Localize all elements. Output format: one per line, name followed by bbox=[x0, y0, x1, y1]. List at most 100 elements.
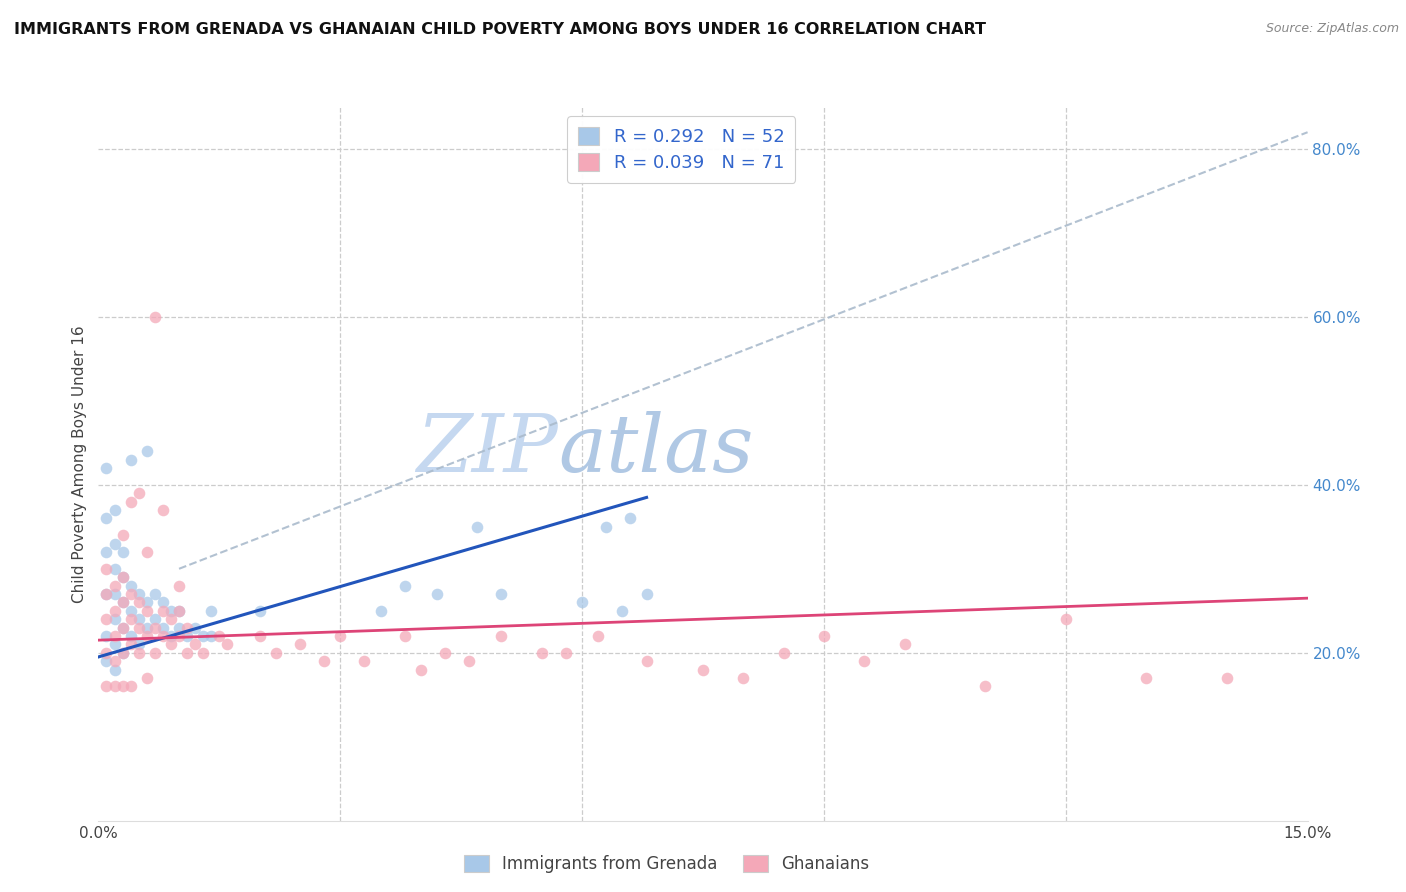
Point bbox=[167, 604, 190, 618]
Point bbox=[176, 629, 198, 643]
Text: Source: ZipAtlas.com: Source: ZipAtlas.com bbox=[1265, 22, 1399, 36]
Point bbox=[152, 595, 174, 609]
Point bbox=[96, 587, 118, 601]
Point bbox=[160, 612, 183, 626]
Point bbox=[249, 629, 271, 643]
Point bbox=[288, 637, 311, 651]
Point bbox=[120, 679, 142, 693]
Point bbox=[1135, 671, 1157, 685]
Point bbox=[612, 604, 634, 618]
Point bbox=[111, 570, 134, 584]
Point bbox=[184, 637, 207, 651]
Point bbox=[103, 654, 125, 668]
Point bbox=[103, 629, 125, 643]
Point bbox=[176, 646, 198, 660]
Point bbox=[128, 612, 150, 626]
Point bbox=[96, 654, 118, 668]
Point bbox=[135, 444, 157, 458]
Point bbox=[111, 570, 134, 584]
Point bbox=[152, 621, 174, 635]
Point bbox=[111, 528, 134, 542]
Point bbox=[111, 621, 134, 635]
Point bbox=[135, 671, 157, 685]
Point bbox=[135, 545, 157, 559]
Point bbox=[193, 629, 215, 643]
Point bbox=[167, 604, 190, 618]
Point bbox=[111, 595, 134, 609]
Point bbox=[264, 646, 287, 660]
Point bbox=[128, 595, 150, 609]
Point bbox=[103, 587, 125, 601]
Text: atlas: atlas bbox=[558, 411, 754, 488]
Point bbox=[733, 671, 755, 685]
Point bbox=[160, 629, 183, 643]
Point bbox=[128, 587, 150, 601]
Point bbox=[491, 587, 513, 601]
Point bbox=[128, 486, 150, 500]
Point bbox=[152, 503, 174, 517]
Point bbox=[434, 646, 457, 660]
Point bbox=[128, 637, 150, 651]
Point bbox=[692, 663, 714, 677]
Point bbox=[200, 629, 222, 643]
Point bbox=[586, 629, 609, 643]
Point bbox=[974, 679, 997, 693]
Point bbox=[143, 612, 166, 626]
Point bbox=[103, 663, 125, 677]
Point bbox=[152, 604, 174, 618]
Point bbox=[96, 629, 118, 643]
Point bbox=[96, 646, 118, 660]
Point bbox=[426, 587, 449, 601]
Point bbox=[96, 545, 118, 559]
Point bbox=[160, 604, 183, 618]
Point bbox=[184, 621, 207, 635]
Point bbox=[571, 595, 593, 609]
Point bbox=[143, 621, 166, 635]
Point bbox=[853, 654, 876, 668]
Point bbox=[111, 646, 134, 660]
Point bbox=[128, 646, 150, 660]
Point bbox=[176, 621, 198, 635]
Point bbox=[103, 562, 125, 576]
Text: ZIP: ZIP bbox=[416, 411, 558, 488]
Point bbox=[120, 494, 142, 508]
Point bbox=[409, 663, 432, 677]
Point bbox=[636, 587, 658, 601]
Point bbox=[120, 604, 142, 618]
Point bbox=[314, 654, 336, 668]
Point bbox=[193, 646, 215, 660]
Point bbox=[555, 646, 578, 660]
Point bbox=[167, 629, 190, 643]
Point bbox=[167, 621, 190, 635]
Point bbox=[249, 604, 271, 618]
Point bbox=[143, 310, 166, 324]
Y-axis label: Child Poverty Among Boys Under 16: Child Poverty Among Boys Under 16 bbox=[72, 325, 87, 603]
Point bbox=[120, 637, 142, 651]
Point bbox=[217, 637, 239, 651]
Point bbox=[103, 536, 125, 550]
Point bbox=[96, 679, 118, 693]
Point bbox=[120, 587, 142, 601]
Point bbox=[1216, 671, 1239, 685]
Point bbox=[135, 595, 157, 609]
Point bbox=[103, 503, 125, 517]
Point bbox=[120, 452, 142, 467]
Point bbox=[893, 637, 915, 651]
Point bbox=[135, 604, 157, 618]
Point bbox=[120, 578, 142, 592]
Point bbox=[208, 629, 231, 643]
Point bbox=[120, 612, 142, 626]
Point bbox=[103, 637, 125, 651]
Point bbox=[111, 646, 134, 660]
Point bbox=[595, 520, 617, 534]
Point bbox=[120, 629, 142, 643]
Point bbox=[1054, 612, 1077, 626]
Point bbox=[103, 679, 125, 693]
Point bbox=[152, 629, 174, 643]
Point bbox=[772, 646, 794, 660]
Point bbox=[103, 578, 125, 592]
Legend: Immigrants from Grenada, Ghanaians: Immigrants from Grenada, Ghanaians bbox=[457, 848, 876, 880]
Point bbox=[111, 679, 134, 693]
Point bbox=[143, 646, 166, 660]
Point bbox=[370, 604, 392, 618]
